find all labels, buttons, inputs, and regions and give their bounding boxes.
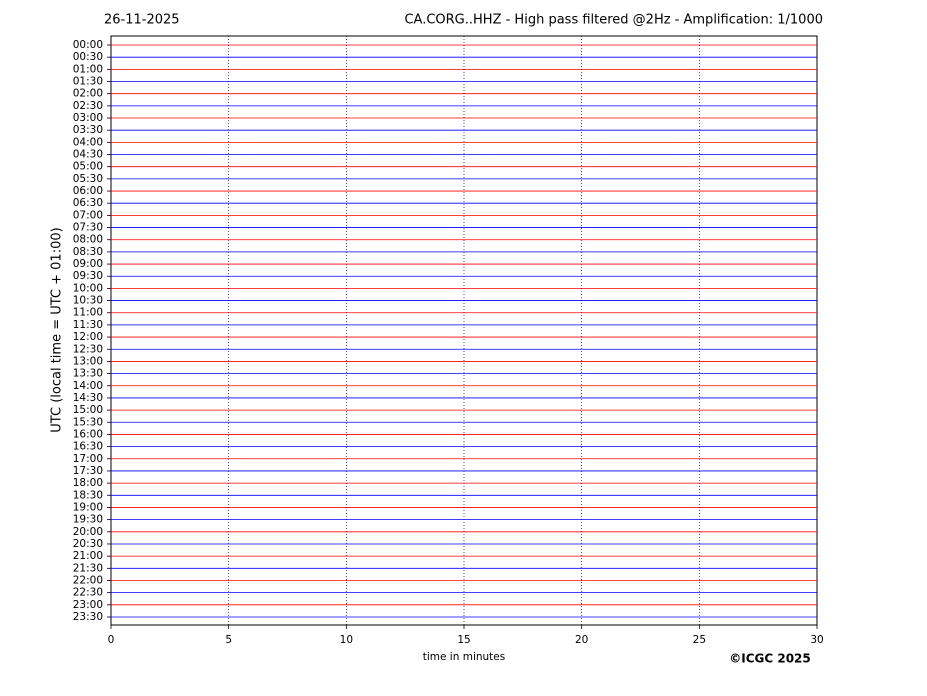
row-label: 18:30 xyxy=(73,489,103,501)
row-label: 06:00 xyxy=(73,185,103,197)
row-label: 20:00 xyxy=(73,526,103,538)
y-axis-label: UTC (local time = UTC + 01:00) xyxy=(50,227,65,432)
row-label: 11:00 xyxy=(73,307,103,319)
row-label: 04:00 xyxy=(73,136,103,148)
row-label: 02:00 xyxy=(73,88,103,100)
date: 26-11-2025 xyxy=(104,13,180,28)
row-label: 23:00 xyxy=(73,599,103,611)
row-label: 22:00 xyxy=(73,574,103,586)
x-tick-label: 20 xyxy=(575,634,588,646)
x-tick-label: 15 xyxy=(457,634,470,646)
row-label: 14:30 xyxy=(73,392,103,404)
row-label: 13:00 xyxy=(73,355,103,367)
row-label: 01:00 xyxy=(73,63,103,75)
row-label: 22:30 xyxy=(73,587,103,599)
x-tick-label: 0 xyxy=(108,634,115,646)
row-label: 10:00 xyxy=(73,282,103,294)
row-label: 05:00 xyxy=(73,161,103,173)
row-label: 17:00 xyxy=(73,453,103,465)
row-label: 19:00 xyxy=(73,501,103,513)
row-label: 05:30 xyxy=(73,173,103,185)
row-label: 21:30 xyxy=(73,562,103,574)
row-label: 14:00 xyxy=(73,380,103,392)
row-label: 07:30 xyxy=(73,222,103,234)
row-label: 21:00 xyxy=(73,550,103,562)
row-label: 12:30 xyxy=(73,343,103,355)
row-label: 19:30 xyxy=(73,514,103,526)
row-label: 00:00 xyxy=(73,39,103,51)
x-axis-label: time in minutes xyxy=(423,651,505,663)
row-label: 03:00 xyxy=(73,112,103,124)
x-tick-label: 25 xyxy=(693,634,706,646)
row-label: 07:00 xyxy=(73,209,103,221)
x-tick-label: 10 xyxy=(340,634,353,646)
row-label: 20:30 xyxy=(73,538,103,550)
row-label: 15:00 xyxy=(73,404,103,416)
row-label: 10:30 xyxy=(73,295,103,307)
x-tick-label: 30 xyxy=(810,634,823,646)
row-label: 12:00 xyxy=(73,331,103,343)
row-label: 18:00 xyxy=(73,477,103,489)
row-label: 23:30 xyxy=(73,611,103,623)
row-label: 09:00 xyxy=(73,258,103,270)
credit: ©ICGC 2025 xyxy=(729,652,811,666)
chart-title: CA.CORG..HHZ - High pass filtered @2Hz -… xyxy=(404,13,823,28)
row-label: 03:30 xyxy=(73,124,103,136)
row-label: 16:30 xyxy=(73,441,103,453)
row-label: 01:30 xyxy=(73,76,103,88)
row-label: 08:00 xyxy=(73,234,103,246)
row-label: 08:30 xyxy=(73,246,103,258)
row-label: 02:30 xyxy=(73,100,103,112)
row-label: 11:30 xyxy=(73,319,103,331)
row-label: 09:30 xyxy=(73,270,103,282)
row-label: 04:30 xyxy=(73,149,103,161)
row-label: 17:30 xyxy=(73,465,103,477)
row-label: 16:00 xyxy=(73,428,103,440)
row-label: 13:30 xyxy=(73,368,103,380)
row-label: 06:30 xyxy=(73,197,103,209)
x-tick-label: 5 xyxy=(225,634,232,646)
row-label: 15:30 xyxy=(73,416,103,428)
row-label: 00:30 xyxy=(73,51,103,63)
